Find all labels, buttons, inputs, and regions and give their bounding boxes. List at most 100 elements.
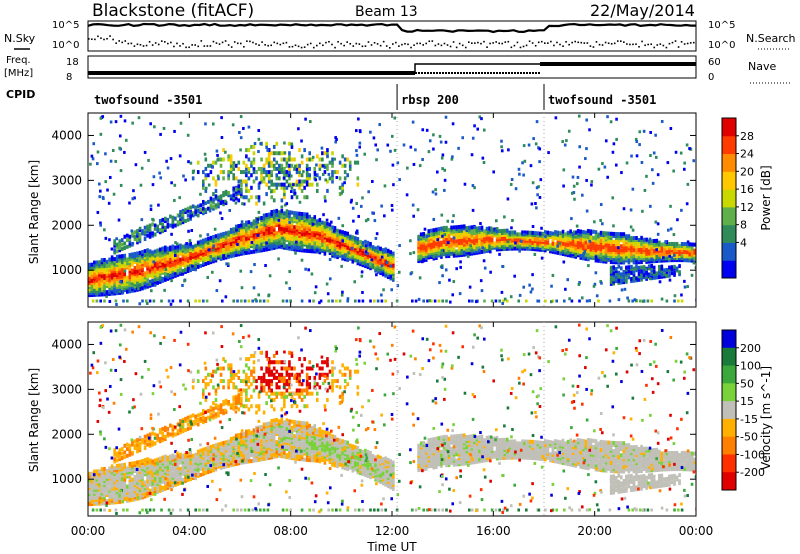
power-cell [529,164,533,168]
power-cell [625,271,628,276]
power-cell [215,289,219,293]
velocity-cell [90,495,94,500]
power-cell [212,199,215,204]
power-cell [536,235,539,240]
nsearch-dot [240,42,242,45]
power-cell [278,220,281,225]
power-cell [242,239,246,244]
power-cell [336,248,339,253]
power-cell [506,230,509,235]
power-cell [95,260,99,265]
power-cell [688,244,691,249]
power-cell [105,294,108,298]
nsearch-dot [498,42,500,45]
power-cell [465,250,469,255]
velocity-cell [110,476,114,481]
power-cell [588,299,592,303]
power-cell [351,206,355,210]
power-cell [485,226,489,231]
power-cell [136,279,139,284]
y-tick-label: 4000 [51,128,82,142]
power-cell [313,217,317,222]
power-cell [432,244,436,249]
power-cell [194,207,197,212]
power-cell [304,117,307,121]
power-cell [131,270,134,275]
power-cell [148,261,152,266]
power-cell [585,147,588,151]
power-cell [305,218,309,223]
power-cell [110,277,114,282]
power-cell [290,144,294,149]
velocity-cell [138,496,142,501]
power-cell [143,273,147,278]
nsearch-dot [556,41,558,44]
power-cell [260,173,263,178]
power-cell [460,224,463,229]
power-cell [364,253,367,258]
power-cell [620,266,623,271]
power-cell [604,255,608,260]
power-cell [578,145,582,149]
power-cell [156,256,159,261]
power-cell [131,288,134,293]
power-cell [445,248,448,253]
power-cell [216,174,220,178]
power-cell [232,247,235,252]
velocity-cell [113,490,116,495]
power-cell [260,220,263,225]
power-cell [156,229,159,234]
power-cell [222,233,225,238]
power-cell [314,178,318,182]
power-cell [544,242,547,247]
power-cell [635,278,638,283]
power-cell [584,246,588,251]
power-cell [346,299,349,303]
power-cell [326,179,329,184]
power-cell [148,232,152,237]
nsearch-dot [325,41,327,44]
power-cell [232,233,235,238]
power-cell [151,282,154,287]
beam-label: Beam 13 [355,4,418,20]
power-cell [176,213,180,218]
power-cell [194,243,197,248]
power-cell [668,256,671,261]
nsearch-dot [595,41,598,43]
power-cell [232,231,235,236]
power-cell [262,229,266,234]
power-cell [252,167,256,171]
velocity-cell [90,479,94,484]
power-cell [98,276,101,281]
power-cell [232,243,235,248]
power-cell [607,233,610,238]
power-cell [513,246,517,251]
power-cell [663,274,666,279]
power-cell [310,239,314,244]
power-cell [523,159,527,163]
power-cell [559,235,562,240]
power-cell [614,269,618,274]
power-cell [483,299,486,303]
power-cell [572,191,576,195]
power-cell [660,256,664,261]
power-cell [285,163,289,168]
power-cell [589,247,593,252]
power-cell [544,232,547,237]
power-cell [458,292,462,296]
power-cell [642,257,646,262]
power-cell [283,203,287,207]
power-cell [245,182,248,187]
power-cell [179,216,182,221]
power-cell [640,277,643,282]
velocity-cell [108,472,111,477]
power-cell [156,264,159,269]
power-cell [134,163,138,167]
power-cell [202,206,205,211]
power-cell [283,225,286,230]
power-cell [181,248,185,253]
power-cell [478,234,481,239]
power-cell [373,219,377,223]
power-cell [174,257,177,262]
